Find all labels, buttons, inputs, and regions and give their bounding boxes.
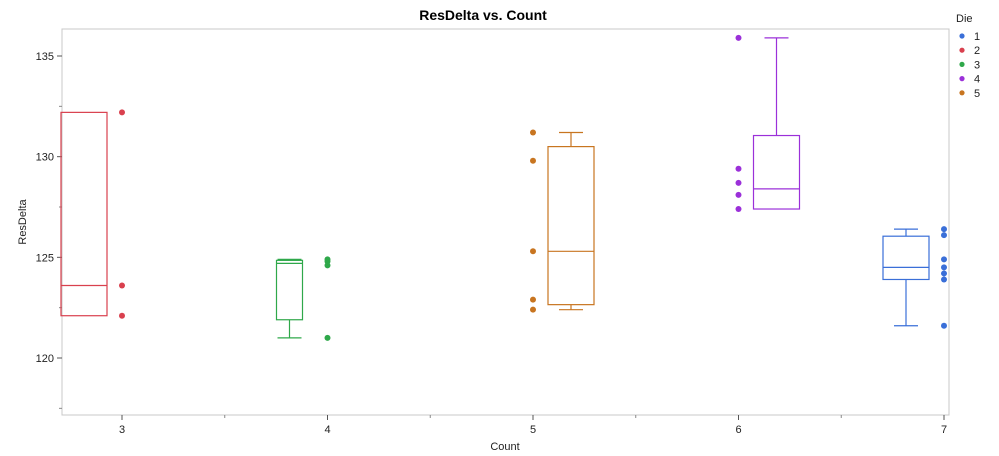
data-point [735, 34, 742, 41]
legend-marker-die-4 [959, 76, 965, 82]
box [752, 134, 801, 210]
y-tick-label: 135 [36, 51, 54, 63]
data-point [941, 264, 947, 271]
series-die-5 [530, 129, 595, 313]
data-point [941, 256, 947, 263]
legend-marker-die-2 [959, 47, 965, 53]
data-point [119, 109, 125, 116]
data-point [735, 206, 742, 213]
x-tick-label: 4 [324, 424, 330, 436]
legend: Die 1 2 3 4 5 [956, 13, 980, 100]
legend-marker-die-3 [959, 61, 965, 67]
x-tick-label: 5 [530, 424, 536, 436]
data-point [735, 179, 742, 186]
x-axis-label: Count [490, 441, 519, 453]
y-axis-label: ResDelta [17, 199, 29, 245]
data-point [941, 322, 947, 329]
plot-frame [61, 28, 950, 416]
data-point [941, 276, 947, 283]
legend-label: 2 [974, 45, 980, 57]
data-point [530, 157, 536, 164]
series-die-1 [882, 226, 947, 329]
data-point [941, 232, 947, 239]
box [547, 146, 595, 306]
box [275, 259, 304, 321]
data-point [324, 262, 331, 269]
x-tick-label: 7 [941, 424, 947, 436]
box [60, 111, 108, 317]
data-point [119, 282, 125, 289]
y-axis: 120 125 130 135 [36, 51, 62, 409]
data-point [530, 296, 536, 303]
series-die-2 [60, 109, 125, 319]
legend-title: Die [956, 13, 973, 25]
x-tick-label: 6 [735, 424, 741, 436]
data-point [735, 191, 742, 198]
data-point [735, 165, 742, 172]
legend-label: 1 [974, 31, 980, 43]
plot-area [60, 34, 947, 341]
legend-marker-die-5 [959, 90, 965, 96]
box [882, 235, 930, 281]
legend-label: 4 [974, 74, 980, 86]
series-die-3 [275, 256, 331, 341]
series-die-4 [735, 34, 801, 213]
legend-label: 5 [974, 88, 980, 100]
y-tick-label: 125 [36, 252, 54, 264]
data-point [530, 306, 536, 313]
y-tick-label: 120 [36, 353, 54, 365]
legend-marker-die-1 [959, 33, 965, 39]
data-point [119, 312, 125, 319]
data-point [530, 129, 536, 136]
x-tick-label: 3 [119, 424, 125, 436]
x-axis: 3 4 5 6 7 [119, 415, 947, 436]
legend-label: 3 [974, 59, 980, 71]
data-point [324, 334, 331, 341]
data-point [941, 226, 947, 233]
data-point [530, 248, 536, 255]
chart-title: ResDelta vs. Count [419, 7, 547, 23]
y-tick-label: 130 [36, 152, 54, 164]
data-point [941, 270, 947, 277]
